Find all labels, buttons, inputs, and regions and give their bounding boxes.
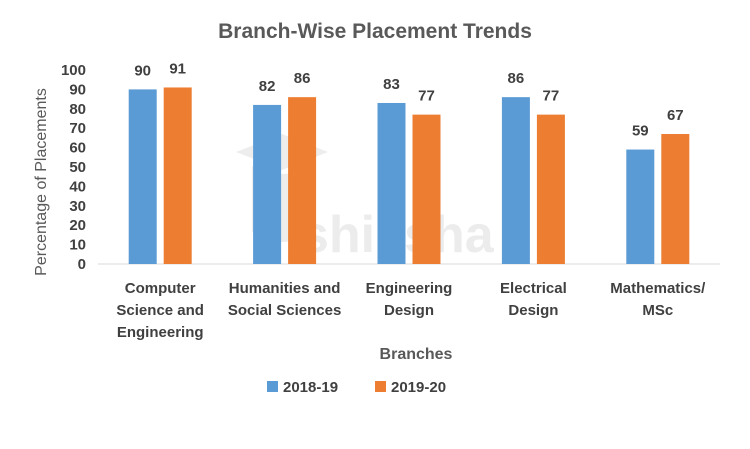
y-tick-label: 80 [69, 101, 86, 118]
legend-swatch [267, 381, 278, 392]
category-label-line: Electrical [500, 280, 567, 297]
data-label: 90 [134, 62, 151, 79]
category-label-line: MSc [642, 302, 673, 319]
category-label-line: Mathematics/ [610, 280, 706, 297]
chart-title: Branch-Wise Placement Trends [218, 20, 532, 43]
category-label-line: Design [384, 302, 434, 319]
category-labels: Computer Science and Engineering Humanities… [116, 280, 706, 341]
category-label-line: Science and [116, 302, 204, 319]
bar-2019-20-1 [288, 97, 317, 264]
category-label: Humanities and Social Sciences [228, 280, 341, 319]
data-label: 77 [418, 88, 435, 105]
y-axis-ticks: 0 10 20 30 40 50 60 70 80 90 100 [61, 62, 86, 273]
data-label: 67 [667, 107, 684, 124]
y-tick-label: 30 [69, 198, 86, 215]
data-label: 59 [632, 123, 649, 140]
bar-2019-20-3 [536, 114, 565, 265]
bar-2019-20-2 [412, 114, 441, 265]
y-tick-label: 40 [69, 178, 86, 195]
legend: 2018-19 2019-20 [267, 379, 446, 396]
y-tick-label: 100 [61, 62, 86, 79]
category-label-line: Computer [125, 280, 196, 297]
data-label: 91 [169, 60, 186, 77]
category-label-line: Humanities and [229, 280, 341, 297]
legend-swatch [375, 381, 386, 392]
bars [128, 87, 690, 265]
category-label: Mathematics/MSc [610, 280, 706, 319]
x-axis-label: Branches [380, 346, 453, 363]
y-tick-label: 10 [69, 237, 86, 254]
data-label: 86 [294, 70, 311, 87]
y-axis-label: Percentage of Placements [33, 88, 50, 276]
category-label: Engineering Design [366, 280, 453, 319]
y-tick-label: 0 [78, 256, 86, 273]
legend-label: 2018-19 [283, 379, 338, 396]
category-label: Computer Science and Engineering [116, 280, 204, 341]
bar-2018-19-0 [128, 89, 157, 265]
bar-2018-19-3 [501, 97, 530, 264]
bar-2019-20-0 [163, 87, 192, 265]
data-label: 82 [259, 78, 276, 95]
y-tick-label: 70 [69, 120, 86, 137]
category-label: Electrical Design [500, 280, 567, 319]
y-tick-label: 60 [69, 140, 86, 157]
bar-2018-19-4 [626, 149, 655, 264]
data-label: 86 [508, 70, 525, 87]
y-tick-label: 20 [69, 217, 86, 234]
bar-2018-19-2 [377, 102, 406, 264]
data-labels: 90 91 82 86 83 77 86 77 59 67 [134, 60, 683, 139]
y-tick-label: 90 [69, 81, 86, 98]
category-label-line: Engineering [366, 280, 453, 297]
bar-2018-19-1 [253, 104, 282, 264]
category-label-line: Social Sciences [228, 302, 341, 319]
y-tick-label: 50 [69, 159, 86, 176]
data-label: 77 [543, 88, 560, 105]
category-label-line: Engineering [117, 324, 204, 341]
legend-label: 2019-20 [391, 379, 446, 396]
category-label-line: Design [508, 302, 558, 319]
data-label: 83 [383, 76, 400, 93]
bar-2019-20-4 [661, 134, 690, 264]
